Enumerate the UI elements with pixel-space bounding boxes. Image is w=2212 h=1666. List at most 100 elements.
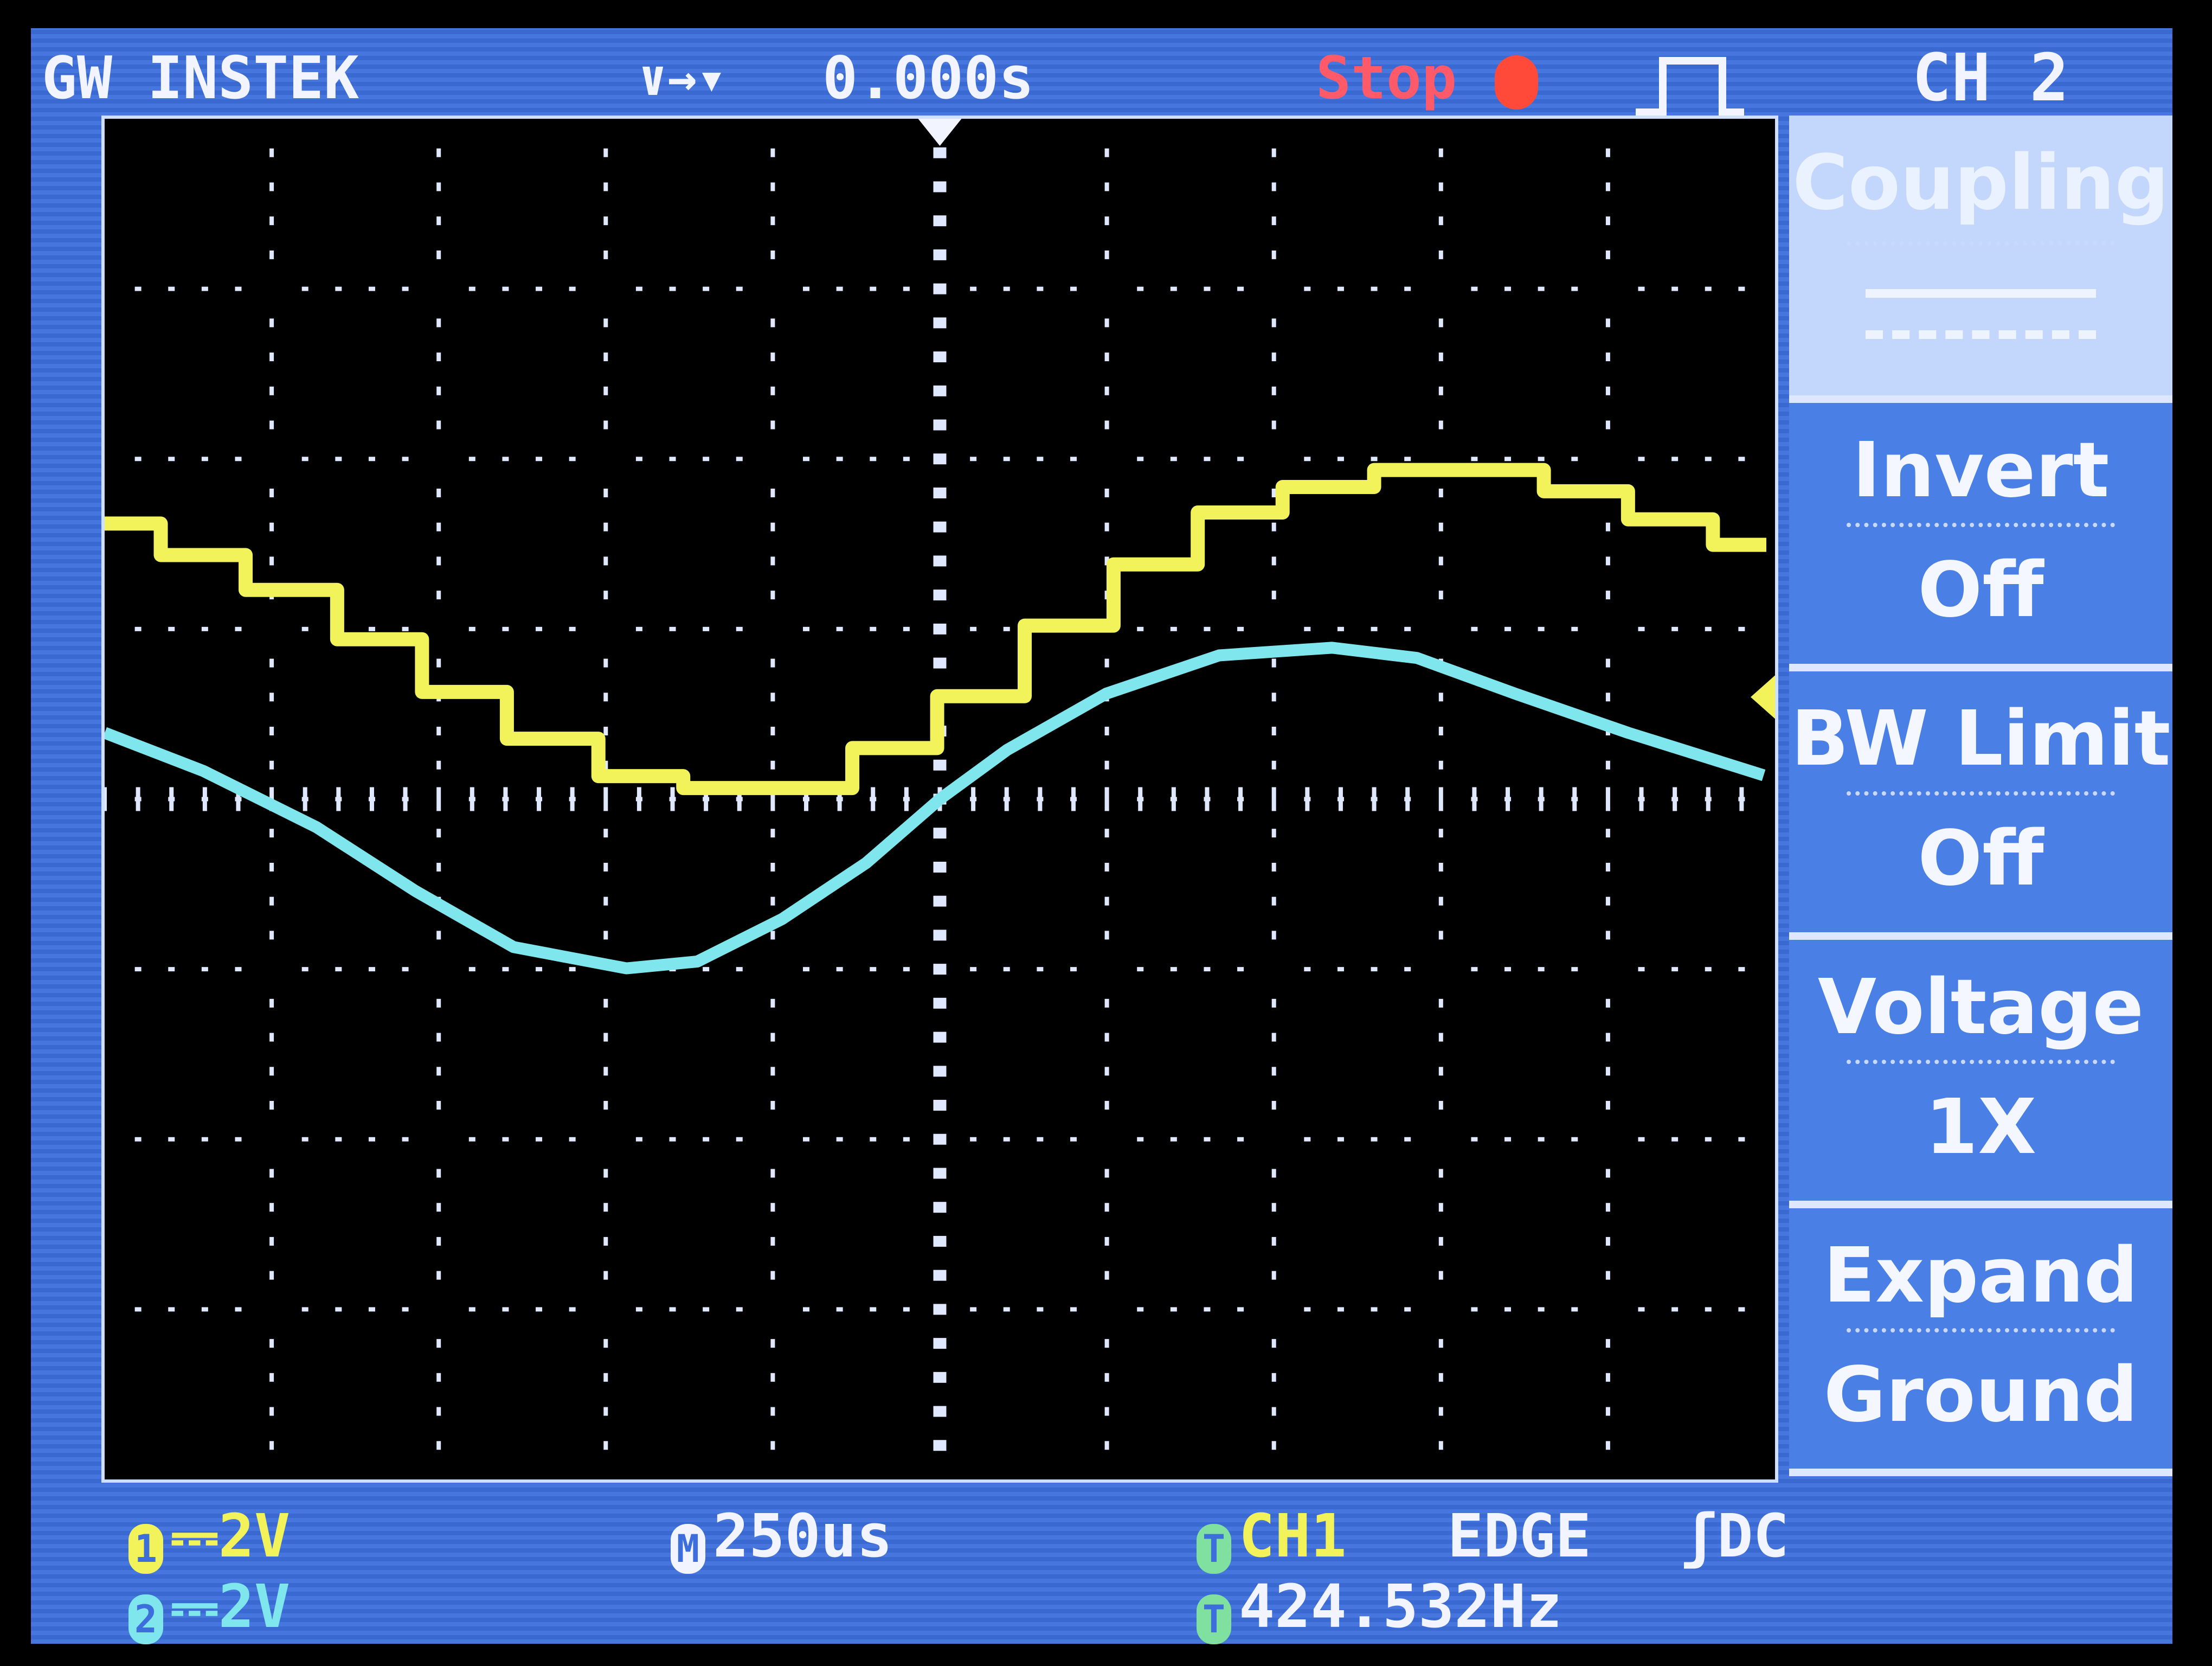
grid-dot: [201, 1137, 208, 1142]
center-axis-tick: [933, 181, 947, 193]
grid-dot: [770, 522, 775, 531]
grid-dot: [1705, 1137, 1712, 1142]
grid-dot: [603, 216, 608, 226]
grid-dot: [1104, 1236, 1109, 1246]
grid-dot: [603, 658, 608, 668]
center-axis-tick: [933, 1202, 947, 1213]
grid-dot: [368, 1137, 375, 1142]
frequency-icon: T: [1197, 1594, 1231, 1644]
grid-dot: [1671, 457, 1679, 462]
grid-dot: [1371, 457, 1378, 462]
grid-dot: [603, 522, 608, 531]
grid-dot: [770, 1407, 775, 1416]
menu-voltage[interactable]: Voltage 1X: [1789, 940, 2172, 1208]
grid-dot: [1438, 250, 1443, 259]
center-axis-tick: [933, 828, 947, 839]
center-axis-tick: [202, 787, 207, 811]
grid-dot: [1104, 148, 1109, 157]
grid-dot: [1104, 522, 1109, 531]
grid-dot: [1438, 216, 1443, 226]
grid-dot: [1538, 286, 1545, 291]
menu-expand[interactable]: Expand Ground: [1789, 1208, 2172, 1476]
grid-dot: [1304, 457, 1311, 462]
grid-dot: [1571, 626, 1578, 631]
grid-dot: [1538, 967, 1545, 972]
grid-dot: [603, 1373, 608, 1382]
grid-dot: [436, 386, 441, 395]
grid-dot: [770, 658, 775, 668]
grid-dot: [536, 1137, 543, 1142]
center-axis-tick: [136, 787, 140, 811]
grid-dot: [870, 286, 877, 291]
grid-dot: [1271, 591, 1276, 600]
center-axis-tick: [102, 787, 107, 811]
grid-dot: [1271, 931, 1276, 940]
grid-dot: [1137, 1137, 1144, 1142]
grid-dot: [1471, 967, 1478, 972]
run-status[interactable]: Stop: [1316, 44, 1457, 112]
grid-dot: [770, 318, 775, 328]
grid-dot: [269, 522, 274, 531]
grid-dot: [168, 1137, 175, 1142]
grid-dot: [468, 626, 475, 631]
menu-coupling[interactable]: Coupling: [1789, 116, 2172, 403]
grid-dot: [1170, 626, 1177, 631]
grid-dot: [1638, 967, 1645, 972]
grid-dot: [301, 1307, 308, 1312]
grid-dot: [1671, 1137, 1679, 1142]
grid-dot: [269, 148, 274, 157]
center-axis-tick: [670, 787, 675, 811]
center-axis-tick: [169, 787, 174, 811]
grid-dot: [269, 896, 274, 906]
grid-dot: [770, 1203, 775, 1212]
grid-dot: [1438, 420, 1443, 430]
grid-dot: [502, 1307, 509, 1312]
grid-dot: [770, 829, 775, 838]
grid-dot: [201, 286, 208, 291]
grid-dot: [436, 1339, 441, 1348]
grid-dot: [1104, 318, 1109, 328]
grid-dot: [536, 457, 543, 462]
grid-dot: [269, 998, 274, 1008]
grid-dot: [1438, 1373, 1443, 1382]
grid-dot: [1438, 591, 1443, 600]
menu-voltage-title: Voltage: [1817, 963, 2144, 1052]
grid-dot: [1271, 318, 1276, 328]
timebase-icon: M: [671, 1524, 705, 1574]
grid-dot: [269, 862, 274, 872]
grid-dot: [635, 457, 642, 462]
grid-dot: [1438, 727, 1443, 736]
grid-dot: [1438, 522, 1443, 531]
grid-dot: [368, 286, 375, 291]
menu-invert[interactable]: Invert Off: [1789, 403, 2172, 671]
grid-dot: [603, 727, 608, 736]
grid-dot: [1605, 522, 1610, 531]
grid-dot: [536, 626, 543, 631]
grid-dot: [770, 931, 775, 940]
grid-dot: [502, 626, 509, 631]
center-axis-tick: [933, 1270, 947, 1281]
grid-dot: [1671, 626, 1679, 631]
center-axis-tick: [1438, 787, 1443, 811]
grid-dot: [1104, 488, 1109, 497]
grid-dot: [736, 1137, 743, 1142]
grid-dot: [368, 967, 375, 972]
grid-dot: [803, 1137, 810, 1142]
grid-dot: [1037, 1137, 1044, 1142]
grid-dot: [269, 760, 274, 770]
grid-dot: [134, 286, 142, 291]
center-axis-tick: [933, 1372, 947, 1383]
grid-dot: [1371, 1307, 1378, 1312]
grid-dot: [903, 1137, 910, 1142]
grid-dot: [335, 967, 342, 972]
grid-dot: [235, 626, 242, 631]
grid-dot: [269, 829, 274, 838]
stop-indicator-icon: [1495, 55, 1538, 110]
grid-dot: [970, 286, 977, 291]
grid-dot: [1237, 286, 1244, 291]
menu-bw-limit[interactable]: BW Limit Off: [1789, 671, 2172, 940]
grid-dot: [803, 1307, 810, 1312]
grid-dot: [1304, 1137, 1311, 1142]
grid-dot: [1070, 1137, 1077, 1142]
grid-dot: [1271, 1271, 1276, 1280]
